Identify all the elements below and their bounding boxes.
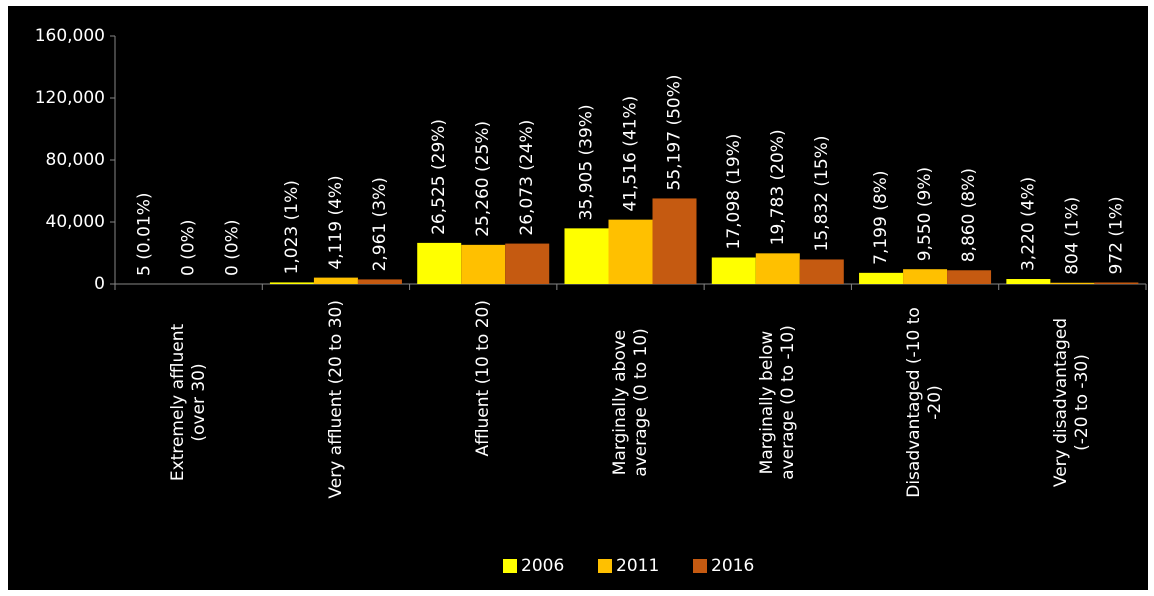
bar	[564, 228, 609, 284]
legend-label: 2016	[711, 556, 754, 576]
data-label: 35,905 (39%)	[577, 104, 597, 220]
x-tick-label-text: Very affluent (20 to 30)	[325, 300, 346, 499]
x-tick-label-text: Extremely affluent (over 30)	[167, 323, 209, 482]
legend-swatch	[693, 559, 707, 573]
x-tick-label: Extremely affluent (over 30)	[161, 300, 217, 550]
x-tick-label: Very affluent (20 to 30)	[308, 300, 364, 550]
data-label: 25,260 (25%)	[473, 121, 493, 237]
legend-swatch	[598, 559, 612, 573]
x-tick-label: Very disadvantaged (-20 to -30)	[1044, 300, 1100, 550]
bar	[711, 257, 756, 284]
bar	[417, 242, 462, 284]
chart-background	[8, 6, 1148, 590]
bar	[313, 277, 358, 284]
y-tick-label: 160,000	[35, 26, 105, 46]
legend-swatch	[503, 559, 517, 573]
bar	[505, 243, 550, 284]
data-label: 26,073 (24%)	[517, 120, 537, 236]
bar	[1006, 279, 1051, 284]
data-label: 7,199 (8%)	[871, 171, 891, 265]
x-tick-label: Marginally above average (0 to 10)	[603, 300, 659, 550]
x-tick-label-text: Disadvantaged (-10 to -20)	[904, 307, 946, 498]
data-label: 5 (0.01%)	[135, 192, 155, 276]
bar	[1094, 282, 1139, 284]
bar	[799, 259, 844, 284]
x-tick-label: Affluent (10 to 20)	[455, 300, 511, 550]
data-label: 9,550 (9%)	[915, 167, 935, 261]
bar	[608, 219, 653, 284]
data-label: 3,220 (4%)	[1018, 177, 1038, 271]
x-tick-label-text: Affluent (10 to 20)	[472, 300, 493, 457]
y-tick-label: 120,000	[35, 88, 105, 108]
data-label: 17,098 (19%)	[724, 134, 744, 250]
legend-label: 2011	[616, 556, 659, 576]
data-label: 19,783 (20%)	[768, 129, 788, 245]
data-label: 15,832 (15%)	[812, 136, 832, 252]
data-label: 26,525 (29%)	[429, 119, 449, 235]
bar	[652, 198, 697, 284]
x-tick-label: Marginally below average (0 to -10)	[750, 300, 806, 550]
x-tick-label-text: Very disadvantaged (-20 to -30)	[1051, 317, 1093, 488]
data-label: 972 (1%)	[1106, 196, 1126, 274]
data-label: 0 (0%)	[223, 220, 243, 276]
data-label: 2,961 (3%)	[370, 177, 390, 271]
bar	[1050, 282, 1095, 284]
y-tick-label: 80,000	[46, 150, 105, 170]
data-label: 804 (1%)	[1062, 197, 1082, 275]
bar	[269, 282, 314, 284]
bar	[903, 269, 948, 284]
data-label: 55,197 (50%)	[665, 75, 685, 191]
bar	[461, 244, 506, 284]
x-tick-label-text: Marginally below average (0 to -10)	[756, 325, 798, 480]
bar	[947, 270, 992, 284]
y-tick-label: 0	[94, 274, 105, 294]
data-label: 4,119 (4%)	[326, 175, 346, 269]
bar	[357, 279, 402, 284]
bar	[859, 272, 904, 284]
x-tick-label: Disadvantaged (-10 to -20)	[897, 300, 953, 550]
data-label: 0 (0%)	[179, 220, 199, 276]
legend-label: 2006	[521, 556, 564, 576]
data-label: 1,023 (1%)	[282, 180, 302, 274]
data-label: 41,516 (41%)	[621, 96, 641, 212]
x-tick-label-text: Marginally above average (0 to 10)	[609, 328, 651, 477]
y-tick-label: 40,000	[46, 212, 105, 232]
bar	[755, 253, 800, 284]
data-label: 8,860 (8%)	[959, 168, 979, 262]
